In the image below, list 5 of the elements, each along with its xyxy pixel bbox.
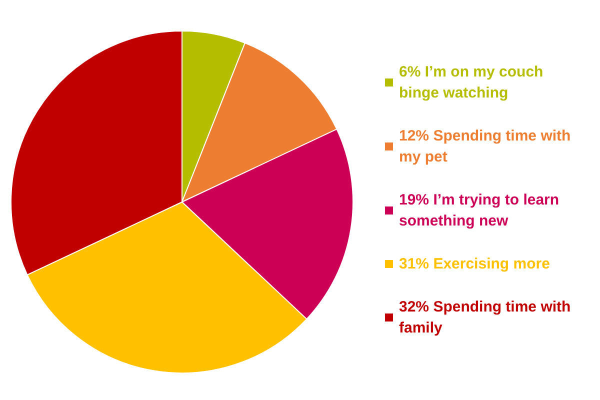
legend-label: 32% Spending time with family <box>399 298 575 336</box>
legend-label: 12% Spending time with my pet <box>399 128 575 166</box>
legend-label: 19% I’m trying to learn something new <box>399 192 564 230</box>
legend-label: 31% Exercising more <box>399 256 550 272</box>
legend-label: 6% I’m on my couch binge watching <box>399 64 548 102</box>
